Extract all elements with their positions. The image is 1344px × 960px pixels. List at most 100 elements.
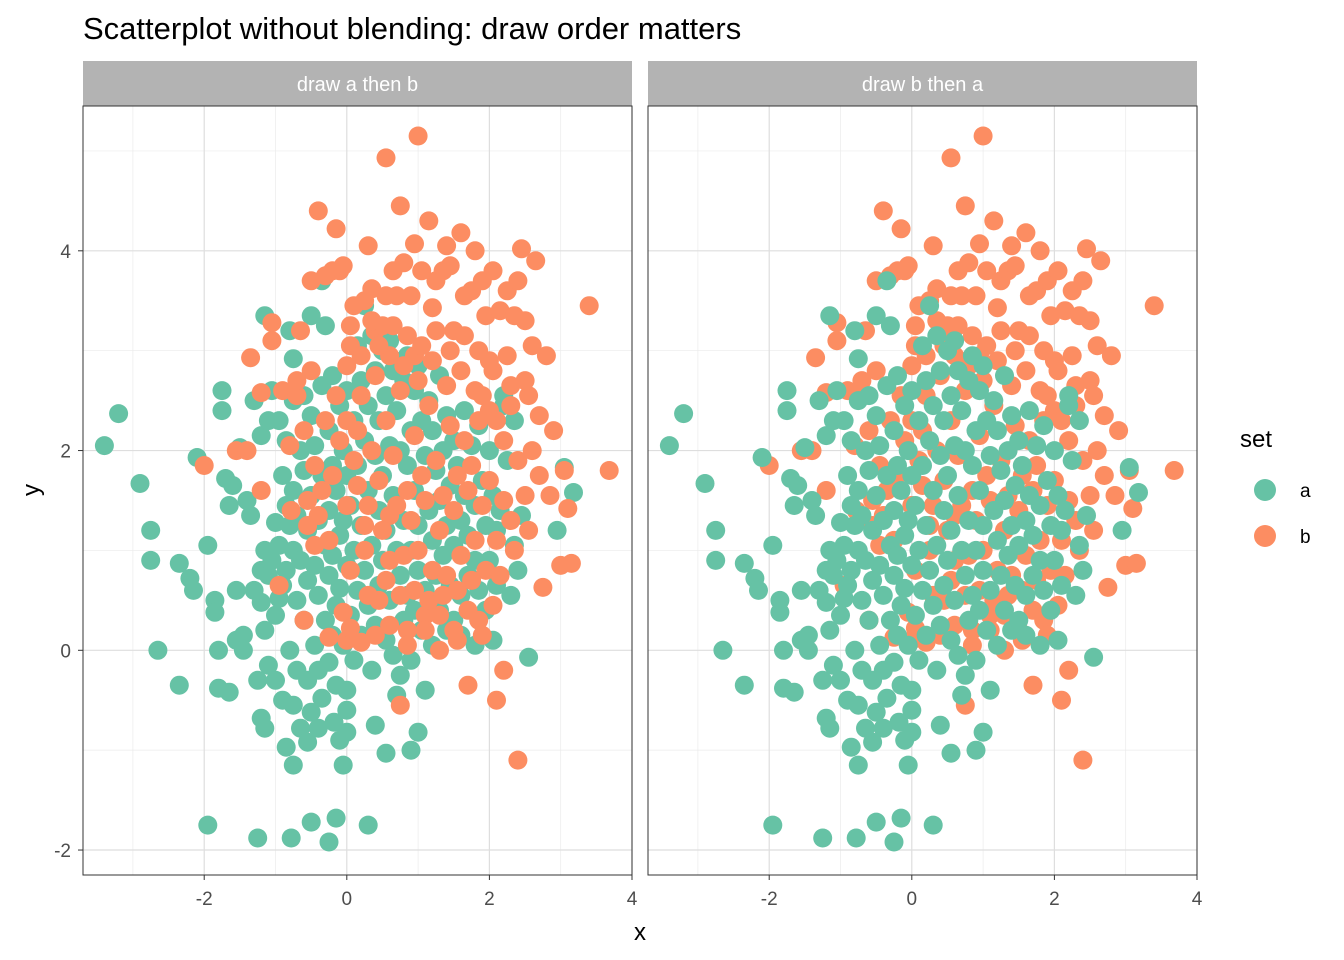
point-a — [1030, 635, 1050, 655]
point-a — [813, 828, 833, 848]
point-b — [923, 236, 943, 256]
point-a — [941, 386, 961, 406]
point-a — [1048, 486, 1068, 505]
point-a — [454, 401, 474, 421]
point-a — [852, 590, 872, 610]
point-a — [873, 718, 893, 738]
points — [659, 126, 1184, 852]
point-b — [458, 675, 478, 695]
point-b — [365, 625, 385, 645]
point-b — [394, 545, 414, 565]
point-b — [308, 506, 328, 525]
point-a — [1023, 525, 1043, 545]
point-b — [1005, 341, 1025, 361]
point-b — [927, 279, 947, 299]
point-a — [866, 306, 886, 326]
point-a — [980, 580, 1000, 600]
point-a — [813, 670, 833, 690]
point-a — [831, 605, 850, 625]
point-a — [788, 476, 808, 495]
point-a — [870, 436, 890, 456]
point-a — [846, 828, 866, 848]
point-a — [141, 520, 161, 540]
point-b — [419, 396, 439, 416]
point-a — [324, 712, 344, 732]
legend-key-a — [1254, 479, 1276, 501]
point-b — [251, 383, 271, 403]
point-a — [995, 366, 1014, 386]
point-a — [251, 592, 271, 612]
point-b — [405, 580, 424, 600]
point-b — [241, 348, 261, 368]
point-b — [827, 331, 847, 351]
point-b — [816, 481, 836, 500]
point-a — [1009, 535, 1029, 555]
point-a — [1052, 520, 1071, 540]
point-b — [1087, 336, 1107, 356]
point-a — [895, 396, 915, 416]
point-b — [508, 451, 528, 470]
point-a — [281, 828, 301, 848]
point-b — [522, 441, 542, 461]
legend: set a b — [1240, 426, 1311, 548]
points — [94, 126, 619, 852]
point-a — [841, 560, 861, 580]
point-a — [198, 535, 218, 555]
point-a — [401, 650, 421, 670]
point-b — [444, 501, 464, 520]
y-tick-label: 2 — [60, 442, 71, 463]
point-b — [536, 346, 556, 366]
point-a — [1019, 401, 1039, 421]
point-b — [1023, 675, 1043, 695]
point-a — [923, 815, 943, 835]
point-a — [266, 605, 285, 625]
point-a — [777, 381, 797, 401]
point-b — [394, 253, 414, 273]
point-b — [397, 326, 417, 346]
point-a — [966, 540, 986, 560]
point-a — [909, 411, 929, 431]
point-b — [433, 486, 453, 505]
point-a — [870, 555, 890, 575]
point-a — [973, 516, 993, 535]
point-b — [305, 456, 325, 475]
point-a — [1002, 516, 1022, 535]
point-a — [905, 496, 925, 515]
point-a — [877, 271, 897, 291]
point-a — [913, 580, 932, 600]
point-b — [430, 520, 449, 540]
point-b — [1094, 406, 1114, 426]
point-a — [845, 321, 865, 341]
point-a — [980, 680, 1000, 700]
point-b — [376, 570, 396, 590]
point-b — [315, 411, 335, 431]
point-a — [333, 755, 353, 775]
point-b — [494, 660, 514, 680]
point-a — [902, 680, 922, 700]
point-a — [934, 501, 954, 520]
point-a — [1009, 610, 1029, 630]
point-b — [991, 321, 1011, 341]
point-a — [784, 682, 804, 702]
point-b — [891, 219, 911, 239]
point-a — [955, 441, 975, 461]
point-a — [1009, 431, 1029, 451]
point-a — [966, 650, 986, 670]
point-a — [859, 386, 879, 406]
y-tick-label: 4 — [60, 242, 71, 263]
point-a — [1034, 580, 1054, 600]
point-a — [823, 565, 843, 585]
point-b — [308, 201, 328, 221]
point-b — [298, 491, 318, 510]
point-a — [323, 366, 342, 386]
point-b — [859, 421, 879, 441]
point-b — [1144, 296, 1164, 316]
point-a — [973, 560, 993, 580]
point-a — [856, 718, 875, 738]
point-b — [269, 575, 289, 595]
point-b — [369, 471, 389, 490]
point-a — [241, 506, 261, 525]
point-a — [305, 436, 325, 456]
point-a — [226, 580, 246, 600]
point-b — [287, 386, 307, 406]
